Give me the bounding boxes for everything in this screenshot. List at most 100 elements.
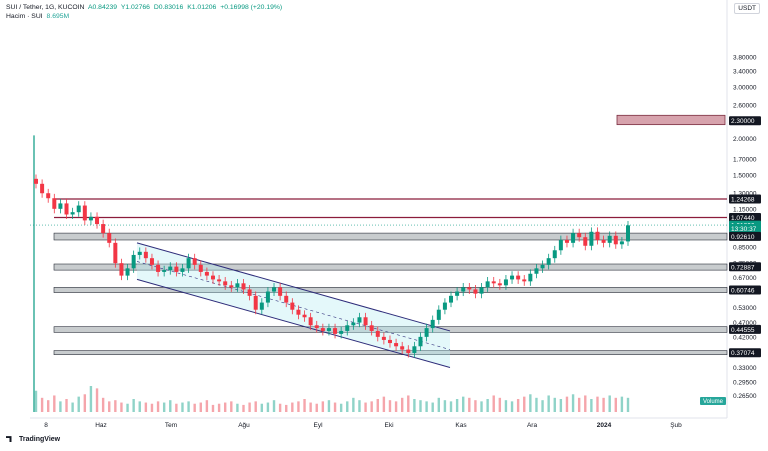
y-tick-label: 1.30000	[733, 191, 757, 198]
volume-bar	[272, 400, 276, 412]
x-tick-label: Eyl	[313, 422, 323, 429]
volume-bar	[608, 395, 611, 412]
volume-bar	[596, 396, 599, 412]
candle	[296, 309, 301, 315]
candle	[223, 281, 228, 286]
x-tick-label: Haz	[95, 422, 107, 429]
candle	[485, 281, 490, 288]
candle	[113, 242, 118, 264]
currency-button[interactable]: USDT	[734, 3, 760, 14]
candle	[534, 268, 539, 274]
candle	[241, 283, 246, 290]
candle	[595, 231, 600, 240]
volume-bar	[236, 403, 239, 412]
volume-bar	[83, 394, 87, 412]
volume-tag: Volume	[703, 399, 724, 405]
candle	[320, 328, 325, 331]
volume-bar	[315, 403, 318, 412]
volume-bar	[303, 399, 306, 412]
candle	[149, 258, 154, 265]
y-tick-label: 3.40000	[733, 69, 757, 76]
volume-bar	[480, 401, 483, 412]
volume-bar	[108, 401, 111, 412]
y-tick-label: 1.15000	[733, 206, 757, 213]
volume-bar	[364, 402, 367, 412]
price-tag-label: 2.30000	[731, 118, 755, 125]
candle	[546, 258, 551, 265]
candle	[510, 275, 515, 280]
volume-bar	[254, 401, 257, 412]
price-tag-label: 0.37074	[731, 350, 755, 357]
y-tick-label: 0.67000	[733, 275, 757, 282]
candle	[180, 268, 185, 272]
volume-value: 8.695M	[46, 13, 70, 20]
volume-bar	[242, 404, 245, 412]
candle	[473, 289, 478, 294]
volume-bar	[358, 400, 361, 412]
candle	[412, 346, 417, 353]
candle	[601, 239, 606, 243]
price-tag-label: 0.72887	[731, 264, 755, 271]
price-tag-bg	[729, 212, 761, 222]
volume-bar	[248, 402, 251, 412]
candle	[613, 235, 618, 245]
candle	[314, 325, 319, 329]
tradingview-logo[interactable]: TradingView	[6, 436, 60, 443]
candle	[381, 336, 386, 340]
candle	[217, 279, 222, 282]
candle	[564, 239, 569, 243]
volume-bar	[577, 397, 581, 412]
volume-bar	[150, 403, 154, 412]
volume-bar	[462, 396, 465, 412]
volume-bar	[382, 396, 386, 412]
volume-bar	[400, 397, 404, 412]
volume-bar	[309, 402, 312, 412]
volume-bar	[413, 399, 416, 412]
volume-bar	[327, 400, 331, 412]
volume-bar	[333, 402, 337, 412]
candle	[40, 183, 45, 194]
volume-bar	[89, 386, 93, 412]
candle	[339, 330, 344, 334]
price-tag-bg	[729, 324, 761, 334]
price-tag-bg	[729, 194, 761, 204]
volume-bar	[199, 402, 202, 412]
candle	[308, 317, 313, 326]
candle	[302, 314, 307, 318]
volume-bar	[187, 401, 190, 412]
x-tick-label: Şub	[670, 422, 682, 429]
y-tick-label: 3.00000	[733, 84, 757, 91]
volume-bar	[510, 401, 514, 412]
volume-bar	[47, 400, 50, 412]
candle	[131, 254, 136, 269]
candle	[461, 287, 466, 292]
x-tick-label: Ara	[527, 422, 538, 429]
candle	[168, 266, 173, 271]
symbol-header: SUI / Tether, 1G, KUCOIN A0.84239 Y1.027…	[6, 4, 284, 11]
y-tick-label: 0.29500	[733, 379, 757, 386]
candle	[571, 233, 576, 243]
volume-bar	[620, 396, 624, 412]
volume-bar	[626, 397, 630, 412]
volume-bar	[230, 401, 233, 412]
ohlc-low: D0.83016	[153, 4, 184, 11]
volume-bar	[339, 403, 343, 412]
candle	[253, 295, 258, 310]
volume-bar	[193, 403, 196, 412]
candle	[229, 285, 234, 288]
volume-bar	[443, 400, 447, 412]
volume-bar	[559, 399, 563, 412]
candle	[137, 251, 142, 255]
volume-bar	[211, 404, 215, 412]
volume-bar	[223, 402, 227, 412]
candle	[357, 317, 362, 323]
price-tag-label: 0.92610	[731, 234, 755, 241]
volume-bar	[614, 397, 617, 412]
candle	[107, 233, 112, 243]
candle	[522, 279, 527, 282]
volume-tag-bg	[700, 397, 726, 405]
volume-bar	[40, 397, 44, 412]
candle	[436, 309, 441, 320]
